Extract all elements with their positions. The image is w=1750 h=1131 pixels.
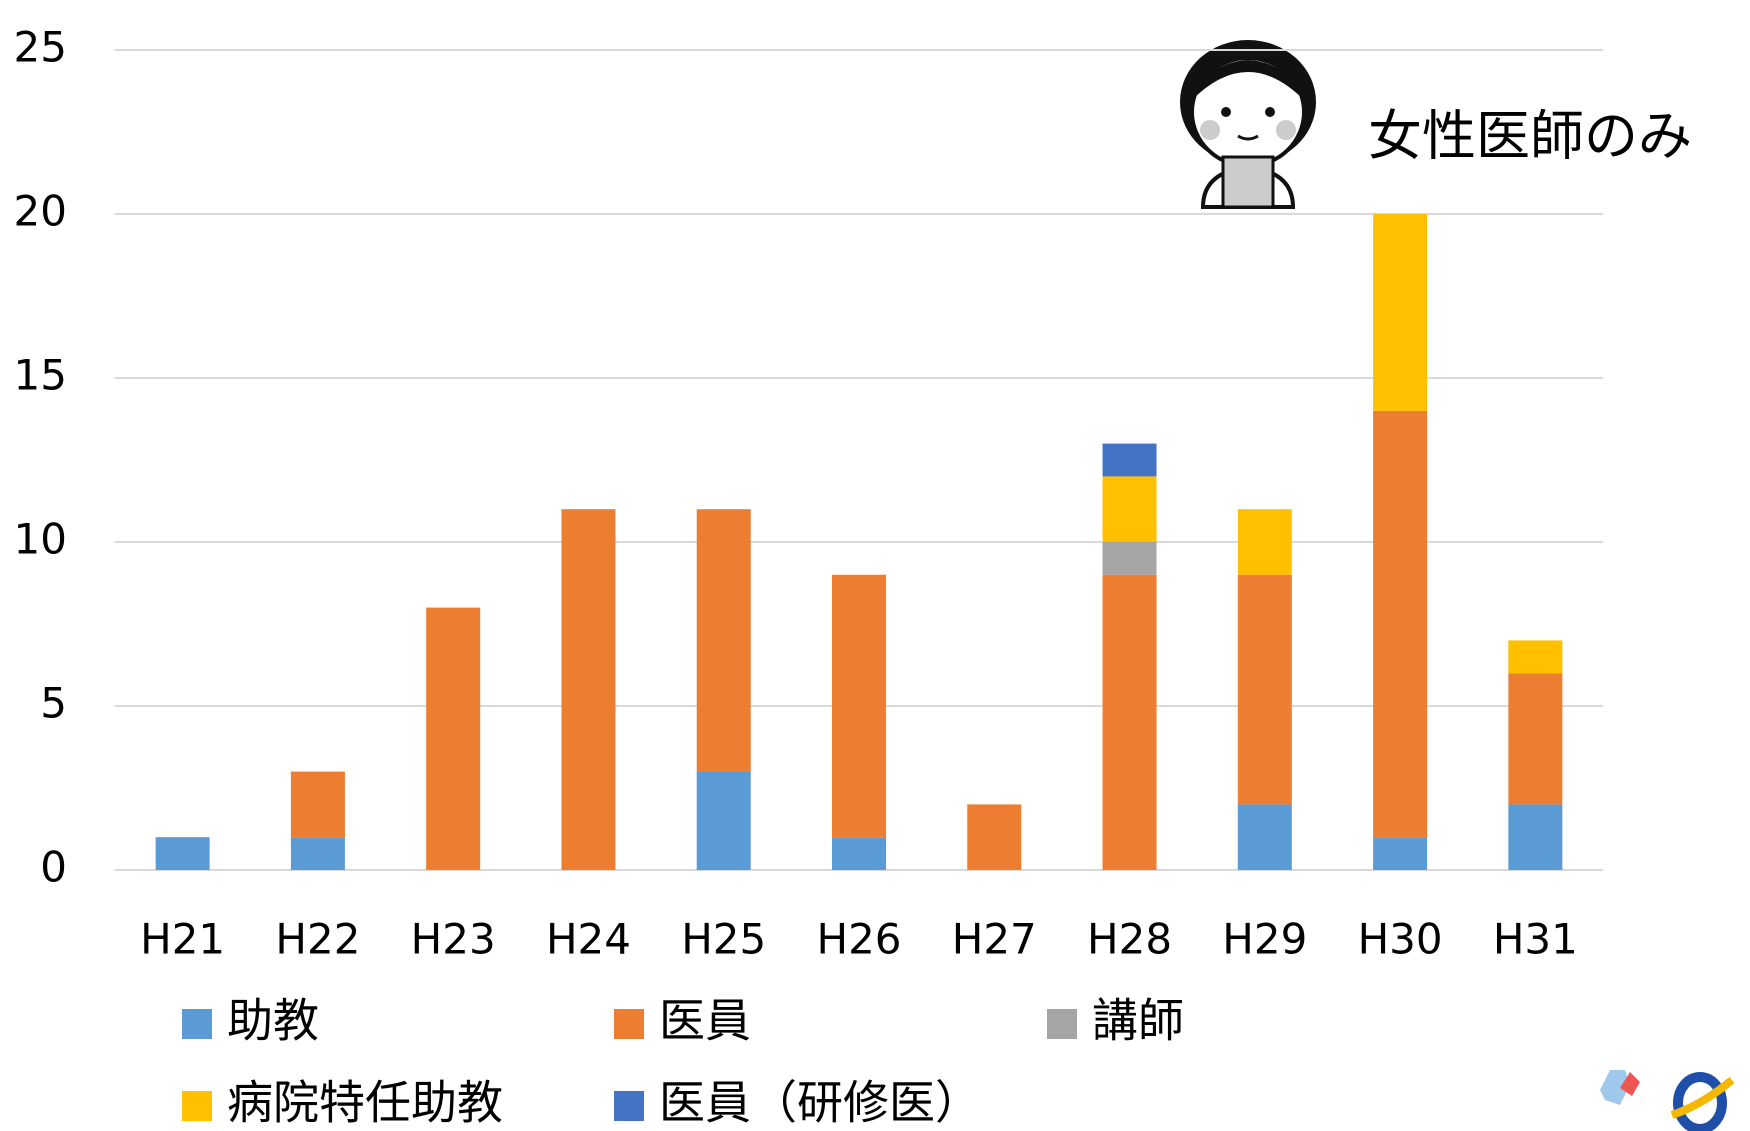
x-tick-label: H23 (411, 915, 496, 964)
bar-segment (1373, 214, 1428, 411)
bar-segment (696, 771, 751, 870)
x-tick-label: H24 (546, 915, 631, 964)
bar-segment (1373, 410, 1428, 838)
bar-segment (1237, 574, 1292, 805)
legend-label: 医員（研修医） (659, 1076, 981, 1130)
bar-segment (426, 607, 481, 870)
logos (1600, 1070, 1735, 1131)
legend-swatch (614, 1009, 644, 1039)
x-tick-label: H29 (1222, 915, 1307, 964)
x-tick-label: H21 (140, 915, 225, 964)
x-tick-label: H31 (1493, 915, 1578, 964)
bar-segment (155, 837, 210, 870)
bar-segment (832, 574, 886, 838)
legend-label: 医員 (659, 994, 751, 1048)
y-tick-label: 25 (14, 23, 67, 72)
bar-segment (290, 771, 345, 838)
bar-segment (561, 509, 616, 870)
y-tick-label: 5 (40, 679, 67, 728)
y-tick-label: 10 (14, 515, 67, 564)
legend-swatch (182, 1091, 212, 1121)
x-tick-label: H22 (275, 915, 360, 964)
y-tick-label: 15 (14, 351, 67, 400)
x-tick-label: H28 (1087, 915, 1172, 964)
x-tick-label: H25 (681, 915, 766, 964)
bar-segment (696, 509, 751, 772)
annotation: 女性医師のみ (1368, 105, 1692, 168)
x-tick-label: H30 (1358, 915, 1443, 964)
bar-segment (832, 837, 886, 870)
bar-segment (1237, 804, 1292, 870)
bar-segment (1373, 837, 1428, 870)
x-tick-label: H27 (952, 915, 1037, 964)
legend-label: 講師 (1092, 994, 1184, 1048)
x-tick-label: H26 (816, 915, 901, 964)
bar-segment (1237, 509, 1292, 575)
doctor-illustration (1180, 40, 1316, 209)
y-tick-label: 0 (40, 843, 67, 892)
legend-swatch (1047, 1009, 1077, 1039)
bar-segment (1508, 640, 1563, 674)
legend-label: 病院特任助教 (227, 1076, 503, 1130)
bar-segment (1102, 542, 1157, 575)
legend-swatch (614, 1091, 644, 1121)
bar-segment (967, 804, 1022, 870)
legend-swatch (182, 1009, 212, 1039)
legend-label: 助教 (227, 994, 319, 1048)
bar-segment (1102, 574, 1157, 870)
y-tick-label: 20 (14, 187, 67, 236)
bar-segment (1508, 673, 1563, 805)
bar-segment (1102, 476, 1157, 542)
bar-segment (1508, 804, 1563, 870)
bar-segment (1102, 443, 1157, 477)
bar-segment (290, 837, 345, 870)
